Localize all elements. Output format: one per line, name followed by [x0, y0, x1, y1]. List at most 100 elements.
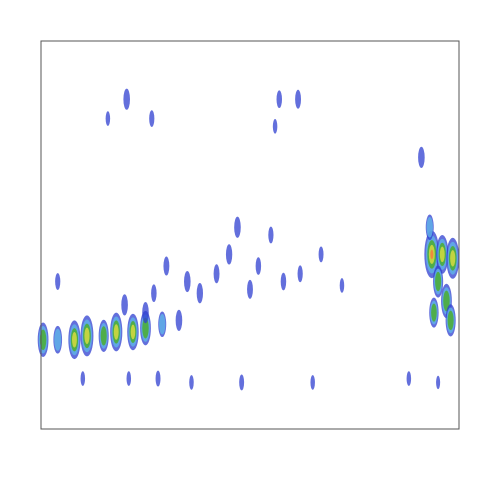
- spot-ring: [142, 317, 149, 339]
- spot: [189, 375, 194, 390]
- spot: [339, 278, 345, 293]
- spot-ring: [163, 256, 170, 276]
- spot-ring: [189, 375, 194, 390]
- spot-ring: [436, 375, 441, 390]
- spot-ring: [213, 264, 220, 284]
- spot-ring: [255, 257, 262, 275]
- spot-ring: [426, 217, 433, 238]
- spot-ring: [123, 88, 130, 110]
- spot: [142, 302, 149, 324]
- spot: [123, 88, 130, 110]
- spot-ring: [105, 111, 111, 126]
- spot: [68, 320, 81, 360]
- spot-ring: [149, 110, 155, 127]
- spot-ring: [196, 283, 203, 304]
- spot-ring: [297, 265, 303, 283]
- spots-layer: [37, 88, 460, 391]
- spot-ring: [276, 90, 283, 109]
- spot: [55, 273, 61, 290]
- spot-ring: [339, 278, 345, 293]
- spot: [268, 226, 274, 244]
- spot: [184, 270, 191, 293]
- spot-ring: [151, 284, 157, 303]
- spot-ring: [175, 309, 183, 331]
- spot-ring: [142, 302, 149, 324]
- spot: [196, 283, 203, 304]
- spot-ring: [159, 314, 166, 335]
- spot-ring: [430, 249, 434, 260]
- spot: [149, 110, 155, 127]
- spot: [406, 371, 412, 386]
- spot: [213, 264, 220, 284]
- spot-ring: [435, 271, 442, 292]
- spot-ring: [272, 119, 278, 134]
- spot: [297, 265, 303, 283]
- spot-ring: [113, 324, 119, 340]
- spot-ring: [295, 89, 302, 109]
- spot-ring: [130, 324, 136, 340]
- spot-ring: [225, 244, 233, 265]
- spot-ring: [100, 326, 107, 346]
- spot-ring: [447, 310, 454, 331]
- spot-ring: [418, 146, 425, 168]
- spot: [280, 272, 287, 291]
- spot: [433, 265, 444, 298]
- spot-ring: [268, 226, 274, 244]
- spot: [239, 374, 245, 391]
- spot: [175, 309, 183, 331]
- spot-ring: [234, 216, 241, 238]
- spot: [429, 297, 439, 328]
- spot-ring: [280, 272, 287, 291]
- spot-ring: [80, 371, 86, 386]
- spot: [151, 284, 157, 303]
- spot-ring: [450, 250, 456, 267]
- spot-ring: [406, 371, 412, 386]
- spot: [255, 257, 262, 275]
- spot: [446, 237, 460, 279]
- spot: [53, 325, 63, 354]
- spot: [310, 375, 315, 390]
- spot: [80, 371, 86, 386]
- spot: [80, 315, 94, 357]
- spot: [163, 256, 170, 276]
- spot-ring: [155, 370, 161, 387]
- spot: [158, 311, 167, 338]
- spot-ring: [443, 290, 450, 312]
- spot: [98, 319, 109, 352]
- spot: [295, 89, 302, 109]
- spot-ring: [247, 279, 253, 299]
- spot-ring: [121, 294, 128, 316]
- spot: [105, 111, 111, 126]
- spot: [155, 370, 161, 387]
- spot: [436, 375, 441, 390]
- spot: [424, 230, 440, 279]
- spot-ring: [84, 327, 90, 345]
- plot-frame: [40, 40, 460, 430]
- spot: [234, 216, 241, 238]
- spot: [436, 235, 449, 274]
- spot-ring: [72, 332, 77, 348]
- spot: [272, 119, 278, 134]
- spot: [445, 304, 456, 337]
- spot: [247, 279, 253, 299]
- spot-ring: [439, 246, 445, 263]
- spot-ring: [318, 246, 324, 263]
- spot: [418, 146, 425, 168]
- spot: [425, 214, 434, 241]
- spot: [121, 294, 128, 316]
- spot-ring: [54, 328, 62, 351]
- spot: [110, 312, 123, 352]
- spot: [140, 310, 151, 346]
- spot: [318, 246, 324, 263]
- spot: [127, 313, 139, 351]
- spot: [276, 90, 283, 109]
- spot: [126, 371, 132, 386]
- spot-ring: [239, 374, 245, 391]
- spot-ring: [55, 273, 61, 290]
- spot-ring: [126, 371, 132, 386]
- spot-ring: [184, 270, 191, 293]
- spot: [225, 244, 233, 265]
